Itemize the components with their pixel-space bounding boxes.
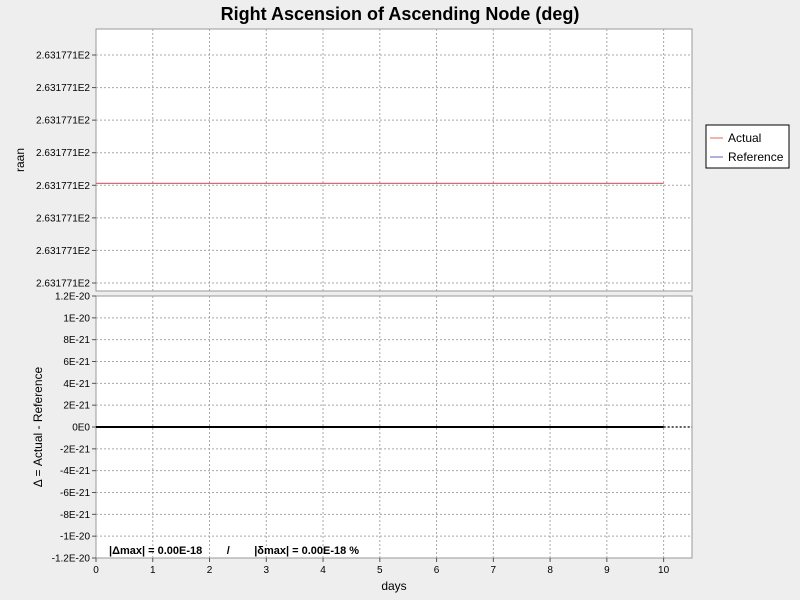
upper-y-tick-label: 2.631771E2 [36,213,90,224]
x-tick-label: 6 [434,565,440,576]
upper-y-tick-label: 2.631771E2 [36,148,90,159]
upper-y-tick-label: 2.631771E2 [36,279,90,290]
upper-y-axis-label: raan [13,148,27,172]
x-tick-label: 9 [604,565,610,576]
lower-y-tick-label: 2E-21 [63,401,90,412]
x-tick-label: 7 [491,565,497,576]
lower-plot-panel: 1.2E-20 1E-20 8E-21 6E-21 4E-21 2E-21 0E0 -2E-2… [31,292,693,565]
lower-y-tick-label: -1E-20 [60,532,90,543]
lower-y-tick-label: 1.2E-20 [55,292,90,303]
upper-plot-area [95,28,693,292]
x-axis-label: days [381,579,406,593]
x-tick-label: 10 [658,565,670,576]
delta-max-annotation: |Δmax| = 0.00E-18 / |δmax| = 0.00E-18 % [109,545,359,557]
chart-title: Right Ascension of Ascending Node (deg) [221,4,580,24]
x-tick-label: 5 [377,565,383,576]
lower-y-tick-label: -8E-21 [60,510,90,521]
lower-y-tick-label: -6E-21 [60,488,90,499]
lower-y-tick-label: -2E-21 [60,444,90,455]
lower-y-tick-label: 1E-20 [63,313,90,324]
x-tick-label: 8 [547,565,553,576]
upper-y-tick-label: 2.631771E2 [36,181,90,192]
upper-plot-panel: 2.631771E2 2.631771E2 2.631771E2 2.631771E2… [13,28,693,292]
upper-y-tick-label: 2.631771E2 [36,83,90,94]
legend-label-reference: Reference [728,150,784,164]
lower-y-tick-label: 0E0 [72,423,90,434]
x-tick-label: 4 [320,565,326,576]
lower-y-tick-label: -4E-21 [60,466,90,477]
upper-y-tick-label: 2.631771E2 [36,51,90,62]
legend: Actual Reference [705,124,790,169]
lower-y-axis-label: Δ = Actual - Reference [31,366,45,487]
x-tick-label: 0 [93,565,99,576]
upper-y-tick-label: 2.631771E2 [36,246,90,257]
lower-y-tick-label: 4E-21 [63,379,90,390]
lower-y-tick-label: -1.2E-20 [52,554,91,565]
lower-y-tick-label: 6E-21 [63,357,90,368]
x-tick-label: 1 [150,565,156,576]
upper-y-tick-label: 2.631771E2 [36,116,90,127]
x-tick-label: 2 [207,565,213,576]
legend-box [705,124,790,169]
lower-y-tick-label: 8E-21 [63,335,90,346]
x-tick-label: 3 [264,565,270,576]
legend-label-actual: Actual [728,131,761,145]
